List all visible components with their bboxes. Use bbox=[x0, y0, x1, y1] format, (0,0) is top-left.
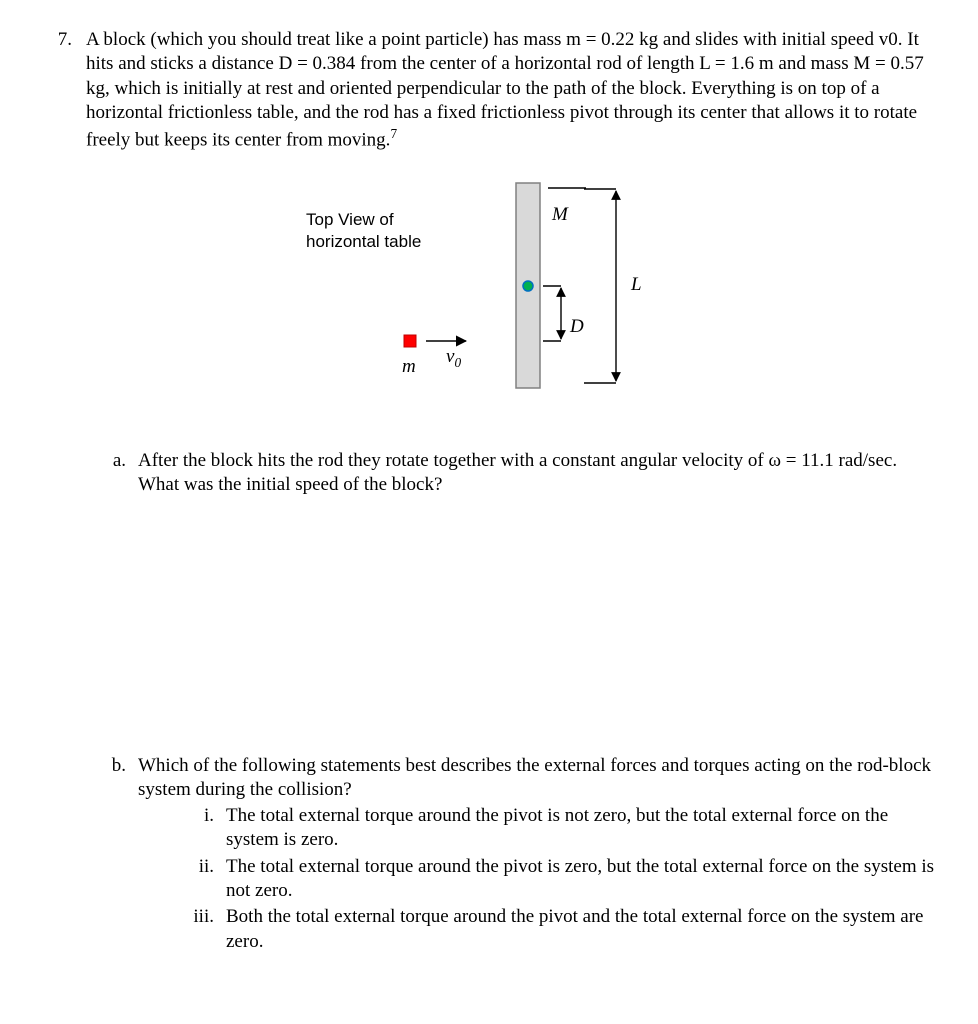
part-a-text: After the block hits the rod they rotate… bbox=[138, 449, 940, 498]
option-iii: iii. Both the total external torque arou… bbox=[138, 905, 940, 954]
d-dimension bbox=[543, 286, 561, 341]
pivot bbox=[523, 281, 533, 291]
block bbox=[404, 335, 416, 347]
problem-number: 7. bbox=[38, 28, 86, 52]
problem-body: A block (which you should treat like a p… bbox=[86, 28, 940, 960]
part-b-label: b. bbox=[86, 754, 138, 778]
option-i-text: The total external torque around the piv… bbox=[226, 804, 940, 853]
label-m: m bbox=[402, 355, 416, 379]
l-dimension bbox=[584, 189, 616, 383]
figure: Top View of horizontal table bbox=[86, 173, 940, 433]
option-i-label: i. bbox=[138, 804, 226, 828]
part-b-options: i. The total external torque around the … bbox=[138, 804, 940, 954]
problem-stem: A block (which you should treat like a p… bbox=[86, 28, 940, 153]
parts: a. After the block hits the rod they rot… bbox=[86, 449, 940, 954]
part-b-body: Which of the following statements best d… bbox=[138, 754, 940, 955]
option-i: i. The total external torque around the … bbox=[138, 804, 940, 853]
label-v0-sub: 0 bbox=[454, 355, 461, 370]
page: 7. A block (which you should treat like … bbox=[0, 0, 978, 1000]
option-iii-label: iii. bbox=[138, 905, 226, 929]
part-a: a. After the block hits the rod they rot… bbox=[86, 449, 940, 498]
part-a-label: a. bbox=[86, 449, 138, 473]
stem-text: A block (which you should treat like a p… bbox=[86, 29, 924, 151]
label-D: D bbox=[570, 315, 584, 339]
part-b-text: Which of the following statements best d… bbox=[138, 754, 940, 803]
option-ii: ii. The total external torque around the… bbox=[138, 855, 940, 904]
footnote-marker: 7 bbox=[390, 126, 397, 141]
problem-7: 7. A block (which you should treat like … bbox=[38, 28, 940, 960]
label-M: M bbox=[552, 203, 568, 227]
option-ii-text: The total external torque around the piv… bbox=[226, 855, 940, 904]
option-ii-label: ii. bbox=[138, 855, 226, 879]
label-v0: v0 bbox=[446, 345, 461, 371]
figure-svg bbox=[86, 173, 786, 413]
work-space-a bbox=[86, 504, 940, 754]
label-L: L bbox=[631, 273, 642, 297]
option-iii-text: Both the total external torque around th… bbox=[226, 905, 940, 954]
part-b: b. Which of the following statements bes… bbox=[86, 754, 940, 955]
